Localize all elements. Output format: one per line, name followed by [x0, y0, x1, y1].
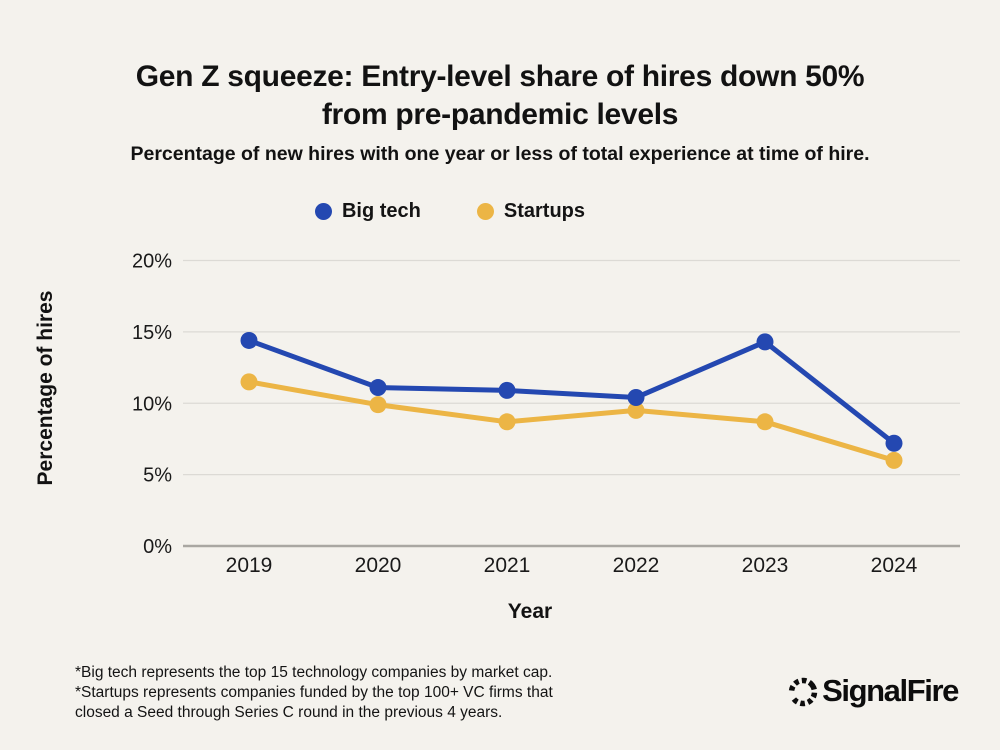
y-tick-label: 0%: [143, 536, 172, 558]
gridlines: [183, 259, 960, 548]
x-axis-title: Year: [508, 600, 552, 623]
data-point: [369, 396, 387, 414]
legend-item-startups: Startups: [476, 200, 586, 223]
y-tick-label: 20%: [132, 251, 172, 273]
x-tick-label: 2021: [484, 554, 531, 577]
series-line-big-tech: [246, 337, 897, 446]
signalfire-logo-icon: [788, 677, 818, 707]
data-point: [627, 401, 645, 419]
footnote-line-1: *Big tech represents the top 15 technolo…: [75, 664, 553, 681]
legend-dot-big-tech-icon: [314, 203, 332, 220]
data-point: [627, 389, 645, 407]
x-tick-label: 2020: [355, 554, 402, 577]
data-point: [498, 413, 516, 431]
chart-subtitle: Percentage of new hires with one year or…: [130, 143, 870, 165]
x-tick-label: 2019: [226, 554, 273, 577]
chart-title-line-1: Gen Z squeeze: Entry-level share of hire…: [135, 60, 865, 94]
legend-dot-startups-icon: [476, 203, 494, 220]
data-point: [756, 333, 774, 351]
y-tick-label: 15%: [132, 322, 172, 344]
legend-label-big-tech: Big tech: [341, 200, 421, 222]
x-tick-label: 2023: [742, 554, 789, 577]
data-point: [240, 331, 258, 349]
data-point: [369, 379, 387, 397]
footnotes: *Big tech represents the top 15 technolo…: [75, 663, 553, 722]
footnote-line-3: closed a Seed through Series C round in …: [75, 703, 503, 721]
y-axis-title: Percentage of hires: [34, 291, 57, 486]
data-point: [498, 381, 516, 399]
data-series: [240, 331, 903, 469]
chart-title: Gen Z squeeze: Entry-level share of hire…: [0, 58, 1000, 134]
legend: Big tech Startups: [0, 200, 900, 223]
data-point: [756, 413, 774, 431]
footnote-line-2: *Startups represents companies funded by…: [75, 683, 553, 701]
legend-item-big-tech: Big tech: [314, 200, 421, 223]
signalfire-logo: SignalFire: [787, 672, 959, 710]
data-point: [240, 373, 258, 391]
axis-ticks: 0% 5% 10% 15% 20% 2019 2020 2021 2022 2023 2024: [132, 251, 918, 578]
y-tick-label: 10%: [132, 393, 172, 415]
chart-title-line-2: from pre-pandemic levels: [321, 98, 679, 132]
data-point: [885, 451, 903, 469]
series-line-startups: [246, 379, 897, 463]
x-tick-label: 2024: [871, 554, 918, 577]
legend-label-startups: Startups: [503, 200, 586, 222]
y-tick-label: 5%: [143, 465, 172, 487]
data-point: [885, 434, 903, 452]
signalfire-logo-text: SignalFire: [822, 673, 959, 708]
x-tick-label: 2022: [613, 554, 660, 577]
